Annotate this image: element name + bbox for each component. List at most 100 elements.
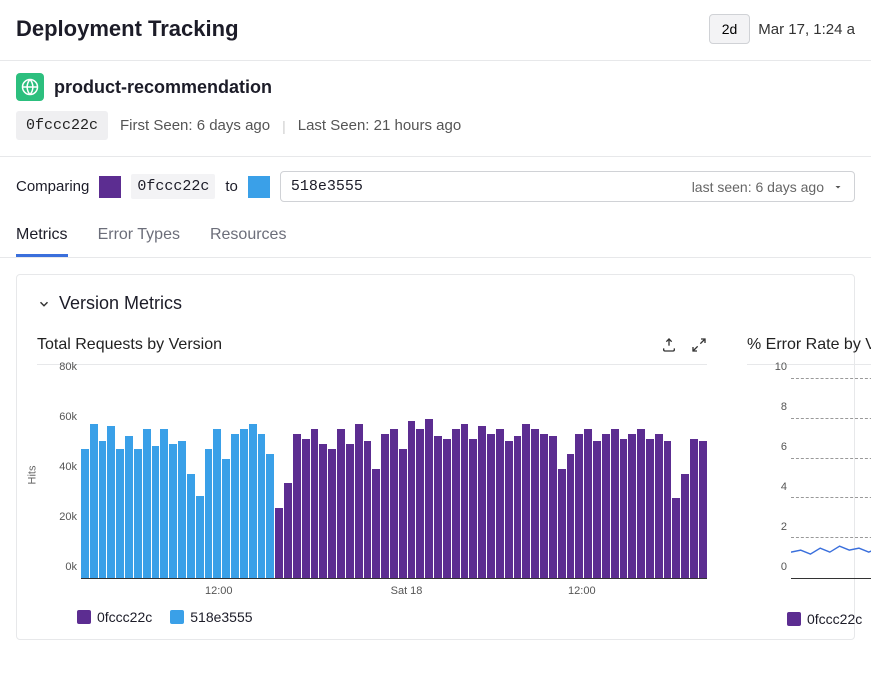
time-range-button[interactable]: 2d [709,14,751,44]
y-tick: 80k [59,361,77,373]
legend-label: 0fccc22c [97,609,152,625]
bar [284,483,292,578]
bar [258,434,266,578]
bar [416,429,424,578]
from-commit-code: 0fccc22c [131,174,215,199]
bar [169,444,177,578]
bar [434,436,442,578]
legend-item: 0fccc22c [787,611,862,627]
y-tick: 2 [781,521,787,533]
bar [337,429,345,578]
bar [549,436,557,578]
legend-item: 518e3555 [170,609,252,625]
bar [99,441,107,578]
x-tick: 12:00 [205,585,233,597]
y-tick: 6 [781,441,787,453]
bar [602,434,610,578]
bar [275,508,283,578]
y-tick: 40k [59,461,77,473]
bar [187,474,195,578]
y-tick: 10 [775,361,787,373]
page-title: Deployment Tracking [16,16,239,42]
bar [646,439,654,578]
y-tick: 4 [781,481,787,493]
bar [408,421,416,578]
y-tick: 0k [65,561,77,573]
bar [205,449,213,578]
bar [584,429,592,578]
to-word: to [225,178,238,195]
bar [522,424,530,578]
fullscreen-icon[interactable] [691,337,707,353]
bar [531,429,539,578]
time-controls: 2d Mar 17, 1:24 a [709,14,855,44]
tabs: Metrics Error Types Resources [0,216,871,258]
bar [487,434,495,578]
bar [107,426,115,578]
legend-label: 0fccc22c [807,611,862,627]
y-axis-label: Hits [26,466,38,485]
commit-badge: 0fccc22c [16,111,108,140]
bar [240,429,248,578]
legend-label: 518e3555 [190,609,252,625]
bar [514,436,522,578]
bar [637,429,645,578]
first-seen-label: First Seen: 6 days ago [120,117,270,134]
bar [143,429,151,578]
y-tick: 60k [59,411,77,423]
bar [628,434,636,578]
bar [222,459,230,578]
export-icon[interactable] [661,337,677,353]
bar [266,454,274,578]
bar [611,429,619,578]
chart-title: Total Requests by Version [37,336,222,354]
bar [293,434,301,578]
x-tick: 12:00 [568,585,596,597]
bar [620,439,628,578]
section-title[interactable]: Version Metrics [37,293,834,314]
chevron-down-icon [832,181,844,193]
compare-label: Comparing [16,178,89,195]
time-range-display: Mar 17, 1:24 a [758,21,855,38]
bar [328,449,336,578]
bar [152,446,160,578]
x-tick: Sat 18 [391,585,423,597]
bar [125,436,133,578]
line-series [791,379,871,578]
bar [178,441,186,578]
compare-target-select[interactable]: 518e3555 last seen: 6 days ago [280,171,855,202]
bar [567,454,575,578]
tab-metrics[interactable]: Metrics [16,216,68,257]
tab-error-types[interactable]: Error Types [98,216,180,257]
compare-target-hint: last seen: 6 days ago [692,179,824,195]
bar [196,496,204,578]
bar [390,429,398,578]
bar [496,429,504,578]
tab-resources[interactable]: Resources [210,216,286,257]
bar [452,429,460,578]
bar [575,434,583,578]
bar [699,441,707,578]
chevron-down-icon [37,297,51,311]
y-tick: 8 [781,401,787,413]
y-tick: 20k [59,511,77,523]
bar [319,444,327,578]
bar [690,439,698,578]
bar [469,439,477,578]
bar [302,439,310,578]
bar [664,441,672,578]
bar [672,498,680,578]
bar [372,469,380,578]
bar [540,434,548,578]
bar [231,434,239,578]
to-commit-code: 518e3555 [291,178,363,195]
service-icon [16,73,44,101]
legend-chip [170,610,184,624]
bar [681,474,689,578]
bar [213,429,221,578]
bar [116,449,124,578]
bar [346,444,354,578]
legend-chip [787,612,801,626]
legend-chip [77,610,91,624]
bar [90,424,98,578]
